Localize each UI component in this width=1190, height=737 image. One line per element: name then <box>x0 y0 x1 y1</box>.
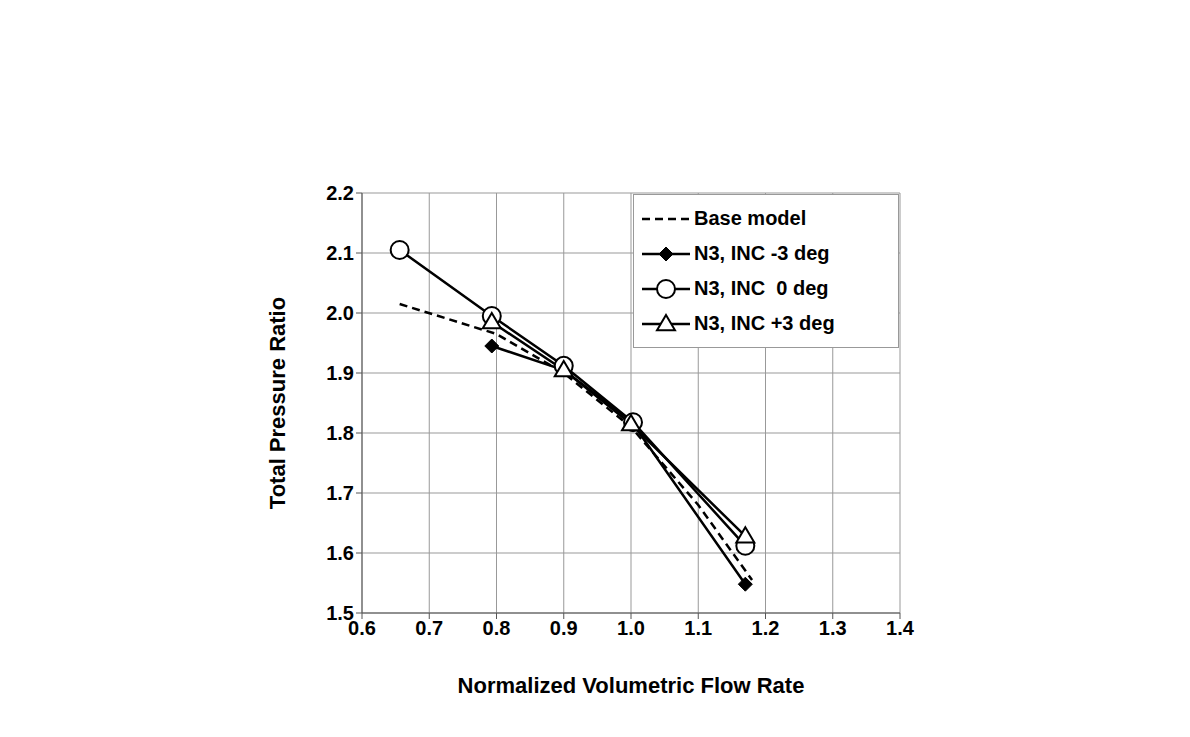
html-text:N3, INC 0 deg: N3, INC 0 deg <box>694 277 829 299</box>
svg-text:2.0: 2.0 <box>326 302 354 324</box>
svg-text:0.9: 0.9 <box>550 617 578 639</box>
html-text:N3, INC -3 deg: N3, INC -3 deg <box>694 242 830 264</box>
svg-text:1.3: 1.3 <box>819 617 847 639</box>
svg-text:1.2: 1.2 <box>752 617 780 639</box>
svg-text:Total Pressure Ratio: Total Pressure Ratio <box>265 297 290 509</box>
html-text:Base model: Base model <box>694 207 807 229</box>
svg-text:1.9: 1.9 <box>326 362 354 384</box>
svg-text:1.6: 1.6 <box>326 542 354 564</box>
svg-text:0.7: 0.7 <box>415 617 443 639</box>
svg-text:0.8: 0.8 <box>483 617 511 639</box>
svg-text:1.7: 1.7 <box>326 482 354 504</box>
svg-text:1.8: 1.8 <box>326 422 354 444</box>
svg-text:2.1: 2.1 <box>326 242 354 264</box>
svg-text:Normalized Volumetric Flow Rat: Normalized Volumetric Flow Rate <box>458 673 805 698</box>
svg-text:1.0: 1.0 <box>617 617 645 639</box>
svg-text:1.5: 1.5 <box>326 602 354 624</box>
html-text:N3, INC +3 deg: N3, INC +3 deg <box>694 312 835 334</box>
svg-text:1.1: 1.1 <box>684 617 712 639</box>
svg-text:2.2: 2.2 <box>326 182 354 204</box>
svg-text:0.6: 0.6 <box>348 617 376 640</box>
svg-text:1.4: 1.4 <box>886 617 915 639</box>
